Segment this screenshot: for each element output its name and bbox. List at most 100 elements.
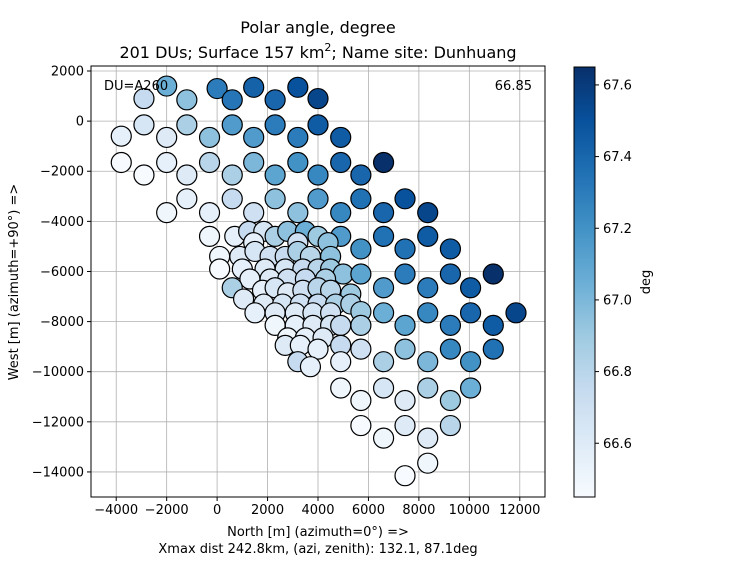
du-point: [206, 77, 228, 100]
colorbar-tick-label: 67.6: [603, 78, 632, 93]
du-point: [110, 151, 132, 174]
du-point: [459, 277, 482, 299]
colorbar-ticks: 66.6 66.8 67.0 67.2 67.4 67.6: [595, 78, 632, 452]
du-point: [307, 164, 329, 186]
du-point: [417, 302, 439, 324]
du-point: [417, 427, 439, 449]
du-point: [439, 338, 462, 360]
y-tick-label: −6000: [40, 265, 84, 280]
colorbar-tick-label: 66.8: [603, 365, 632, 380]
du-point: [459, 302, 482, 324]
du-point: [133, 87, 155, 110]
du-point: [394, 338, 416, 360]
du-point: [176, 89, 198, 111]
du-point: [350, 238, 372, 260]
du-point: [417, 351, 439, 373]
du-point: [439, 389, 462, 412]
y-tick-label: −2000: [40, 165, 84, 180]
du-point: [243, 76, 265, 98]
du-point: [307, 188, 329, 210]
du-point: [244, 302, 266, 324]
y-tick-label: −8000: [40, 315, 84, 330]
du-point: [394, 465, 416, 487]
du-point: [350, 414, 372, 437]
du-point: [394, 389, 416, 412]
du-point: [221, 89, 243, 111]
du-point: [394, 238, 416, 260]
du-point: [459, 351, 482, 373]
du-point: [156, 126, 178, 149]
du-point: [372, 377, 395, 399]
du-point: [176, 114, 198, 136]
colorbar-tick-label: 66.6: [603, 437, 632, 452]
du-point: [417, 377, 439, 399]
x-tick-label: 0: [213, 503, 221, 518]
du-point: [198, 225, 221, 247]
x-tick-label: −2000: [145, 503, 189, 518]
du-point: [330, 151, 352, 174]
y-tick-label: −14000: [32, 465, 84, 480]
du-point: [156, 201, 178, 224]
du-point: [372, 151, 395, 174]
x-axis-label: North [m] (azimuth=0°) =>: [227, 525, 409, 540]
y-tick-label: 2000: [51, 65, 84, 80]
y-axis-label: West [m] (azimuth=+90°) =>: [7, 184, 22, 381]
y-tick-label: −4000: [40, 215, 84, 230]
du-point: [307, 338, 329, 360]
du-point: [439, 414, 462, 437]
du-point: [372, 302, 395, 324]
x-tick-label: 4000: [301, 503, 334, 518]
colorbar-tick-label: 67.0: [603, 293, 632, 308]
du-point: [330, 314, 352, 336]
colorbar-label: deg: [639, 270, 654, 295]
du-point: [287, 126, 309, 149]
du-point: [264, 188, 286, 210]
du-point: [156, 75, 178, 97]
du-point: [264, 89, 286, 111]
y-tick-label: −10000: [32, 365, 84, 380]
du-point: [350, 263, 372, 285]
du-point: [156, 151, 178, 174]
du-point: [176, 188, 198, 210]
du-point: [372, 277, 395, 299]
du-point: [243, 151, 265, 174]
colorbar-tick-label: 67.2: [603, 222, 632, 237]
du-point: [287, 76, 309, 98]
x-tick-label: 10000: [449, 503, 490, 518]
du-point: [221, 188, 243, 210]
du-point: [482, 314, 504, 336]
du-point: [264, 164, 286, 186]
du-point: [330, 201, 352, 224]
du-point: [299, 356, 322, 378]
du-point: [417, 452, 439, 474]
du-point: [221, 114, 243, 136]
du-point: [232, 288, 255, 310]
du-point: [394, 414, 416, 437]
du-point: [417, 201, 439, 224]
du-point: [221, 164, 243, 186]
du-point: [287, 201, 309, 224]
du-point: [198, 151, 221, 174]
du-point: [372, 351, 395, 373]
y-tick-label: −12000: [32, 415, 84, 430]
x-tick-label: 12000: [499, 503, 540, 518]
du-point: [482, 338, 504, 360]
du-point: [439, 238, 462, 260]
y-ticks: 2000 0 −2000 −4000 −6000 −8000 −10000 −12000 −14…: [32, 65, 91, 480]
du-point: [350, 389, 372, 412]
du-point: [243, 126, 265, 149]
du-point: [372, 201, 395, 224]
x-tick-label: 8000: [402, 503, 435, 518]
du-point: [482, 263, 504, 285]
du-point: [350, 314, 372, 336]
annotation-du: DU=A260: [104, 79, 168, 94]
du-point: [417, 277, 439, 299]
du-point: [330, 126, 352, 149]
x-tick-label: 6000: [352, 503, 385, 518]
du-point: [350, 188, 372, 210]
du-point: [198, 201, 221, 224]
chart-title-line2: 201 DUs; Surface 157 km2; Name site: Dun…: [119, 41, 516, 62]
du-point: [307, 87, 329, 110]
points-layer: [110, 75, 527, 487]
